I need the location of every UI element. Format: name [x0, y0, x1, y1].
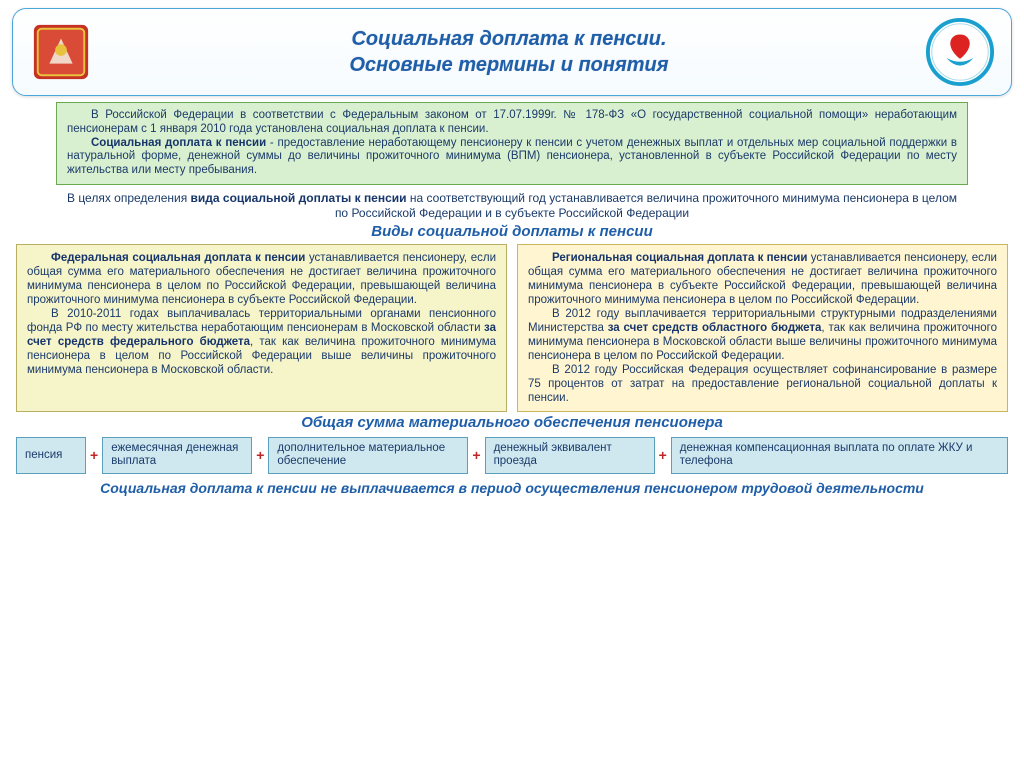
- moscow-oblast-emblem-icon: [27, 18, 95, 86]
- federal-box: Федеральная социальная доплата к пенсии …: [16, 244, 507, 412]
- intro-p2: Социальная доплата к пенсии - предоставл…: [67, 137, 957, 178]
- mid-post: на соответствующий год устанавливается в…: [335, 191, 957, 220]
- intro-term: Социальная доплата к пенсии: [91, 137, 266, 149]
- regional-box: Региональная социальная доплата к пенсии…: [517, 244, 1008, 412]
- sum-cell-monthly: ежемесячная денежная выплата: [102, 437, 252, 473]
- sum-row: пенсия + ежемесячная денежная выплата + …: [16, 437, 1008, 473]
- regional-p1: Региональная социальная доплата к пенсии…: [528, 251, 997, 307]
- sum-cell-compensation: денежная компенсационная выплата по опла…: [671, 437, 1008, 473]
- mid-pre: В целях определения: [67, 191, 191, 205]
- title-line-2: Основные термины и понятия: [95, 54, 923, 77]
- federal-t2a: В 2010-2011 годах выплачивалась территор…: [27, 308, 496, 334]
- types-columns: Федеральная социальная доплата к пенсии …: [16, 244, 1008, 412]
- federal-p1: Федеральная социальная доплата к пенсии …: [27, 251, 496, 307]
- plus-icon: +: [472, 447, 480, 463]
- federal-title: Федеральная социальная доплата к пенсии: [51, 252, 305, 264]
- regional-p3: В 2012 году Российская Федерация осущест…: [528, 363, 997, 405]
- types-heading: Виды социальной доплаты к пенсии: [0, 223, 1024, 240]
- sum-cell-transport: денежный эквивалент проезда: [485, 437, 655, 473]
- federal-p2: В 2010-2011 годах выплачивалась территор…: [27, 307, 496, 377]
- intro-p1: В Российской Федерации в соответствии с …: [67, 109, 957, 137]
- sum-cell-additional: дополнительное материальное обеспечение: [268, 437, 468, 473]
- social-protection-emblem-icon: [923, 15, 997, 89]
- intro-definition-box: В Российской Федерации в соответствии с …: [56, 102, 968, 185]
- mid-bold: вида социальной доплаты к пенсии: [191, 191, 407, 205]
- header-bar: Социальная доплата к пенсии. Основные те…: [12, 8, 1012, 96]
- regional-title: Региональная социальная доплата к пенсии: [552, 252, 807, 264]
- footer-note: Социальная доплата к пенсии не выплачива…: [40, 480, 984, 498]
- sum-cell-pension: пенсия: [16, 437, 86, 473]
- plus-icon: +: [256, 447, 264, 463]
- sum-heading: Общая сумма материального обеспечения пе…: [0, 414, 1024, 431]
- title-line-1: Социальная доплата к пенсии.: [95, 28, 923, 51]
- mid-explanation: В целях определения вида социальной допл…: [60, 191, 964, 221]
- regional-p2: В 2012 году выплачивается территориальны…: [528, 307, 997, 363]
- regional-b2: за счет средств областного бюджета: [608, 322, 822, 334]
- header-titles: Социальная доплата к пенсии. Основные те…: [95, 25, 923, 80]
- plus-icon: +: [659, 447, 667, 463]
- plus-icon: +: [90, 447, 98, 463]
